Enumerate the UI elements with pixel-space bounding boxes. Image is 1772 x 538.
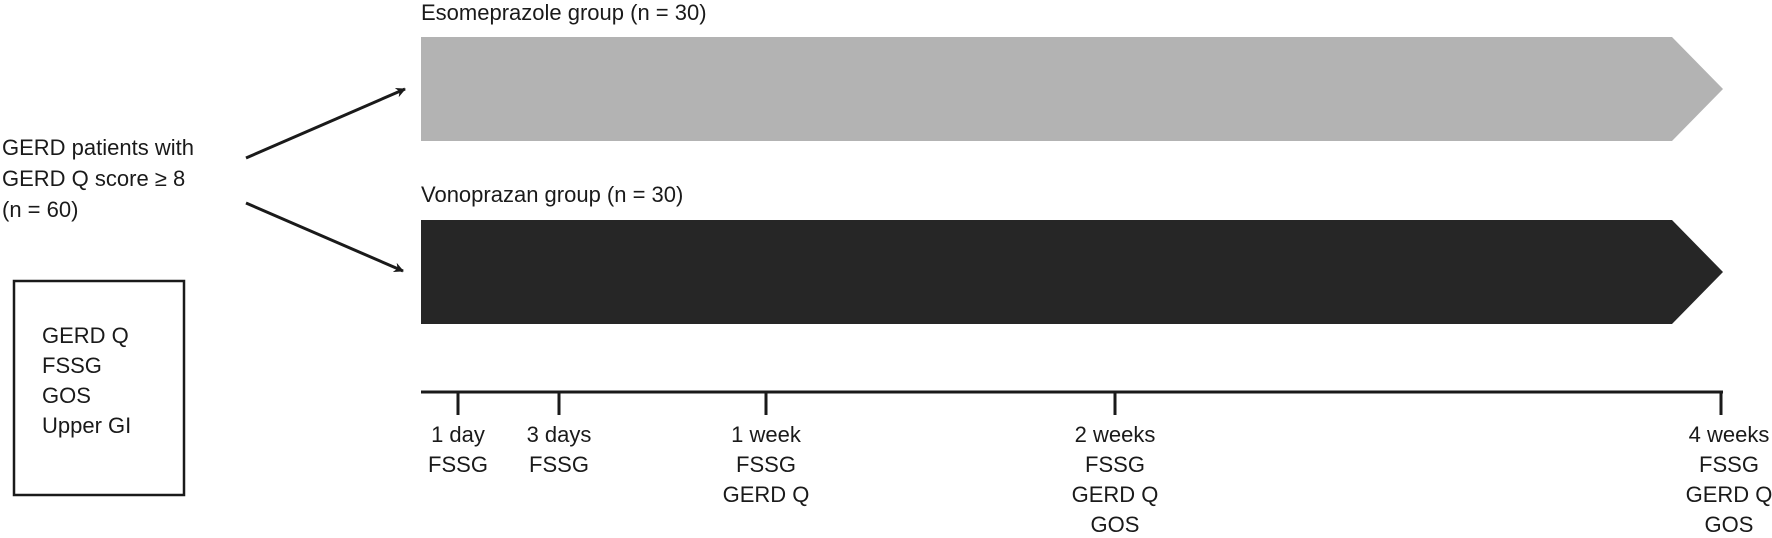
timepoint-measure: FSSG [428, 452, 488, 477]
patients-text: (n = 60) [2, 197, 78, 222]
vonoprazan-arrow [421, 220, 1723, 324]
timepoint-label: 1 week [731, 422, 802, 447]
timepoint-measure: GERD Q [1072, 482, 1159, 507]
esomeprazole-arrow [421, 37, 1723, 141]
timepoint-measure: GERD Q [723, 482, 810, 507]
timepoint-measure: FSSG [736, 452, 796, 477]
timepoint-measure: FSSG [1085, 452, 1145, 477]
baseline-measure: FSSG [42, 353, 102, 378]
timepoint-measure: GOS [1705, 512, 1754, 537]
timepoint-label: 4 weeks [1689, 422, 1770, 447]
timepoint-measure: GERD Q [1686, 482, 1772, 507]
timepoint-measure: FSSG [529, 452, 589, 477]
baseline-measure: Upper GI [42, 413, 131, 438]
baseline-box [12, 279, 186, 497]
patients-text: GERD patients with [2, 135, 194, 160]
timepoint-measure: FSSG [1699, 452, 1759, 477]
timepoint-measure: GOS [1091, 512, 1140, 537]
group-label: Esomeprazole group (n = 30) [421, 0, 707, 25]
arrow-to-vonoprazan [245, 201, 404, 273]
group-label: Vonoprazan group (n = 30) [421, 182, 683, 207]
timepoint-label: 1 day [431, 422, 485, 447]
timepoint-label: 3 days [527, 422, 592, 447]
patients-text: GERD Q score ≥ 8 [2, 166, 185, 191]
baseline-measure: GERD Q [42, 323, 129, 348]
timepoint-label: 2 weeks [1075, 422, 1156, 447]
arrow-to-esomeprazole [245, 87, 406, 160]
baseline-measure: GOS [42, 383, 91, 408]
